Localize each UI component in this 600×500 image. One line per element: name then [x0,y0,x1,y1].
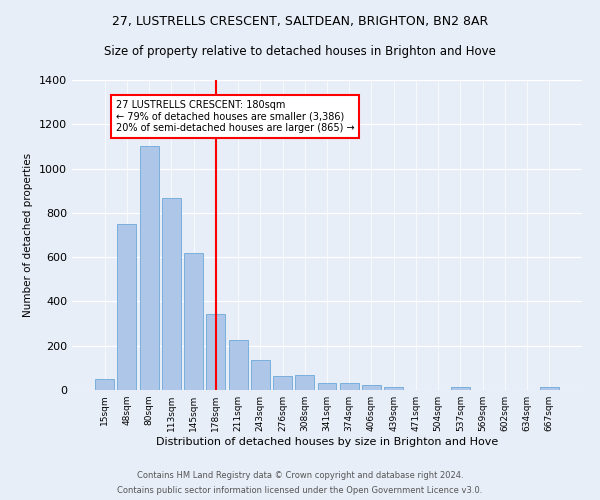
Bar [340,384,359,390]
Bar [95,379,114,390]
Y-axis label: Number of detached properties: Number of detached properties [23,153,34,317]
Bar [451,388,470,390]
Bar [362,385,381,390]
Bar [206,314,225,390]
Text: Size of property relative to detached houses in Brighton and Hove: Size of property relative to detached ho… [104,45,496,58]
Bar [273,376,292,390]
Text: Contains public sector information licensed under the Open Government Licence v3: Contains public sector information licen… [118,486,482,495]
Bar [295,374,314,390]
Bar [118,224,136,390]
Bar [540,388,559,390]
Bar [317,384,337,390]
Bar [251,360,270,390]
X-axis label: Distribution of detached houses by size in Brighton and Hove: Distribution of detached houses by size … [156,437,498,447]
Text: Contains HM Land Registry data © Crown copyright and database right 2024.: Contains HM Land Registry data © Crown c… [137,471,463,480]
Text: 27 LUSTRELLS CRESCENT: 180sqm
← 79% of detached houses are smaller (3,386)
20% o: 27 LUSTRELLS CRESCENT: 180sqm ← 79% of d… [116,100,355,133]
Text: 27, LUSTRELLS CRESCENT, SALTDEAN, BRIGHTON, BN2 8AR: 27, LUSTRELLS CRESCENT, SALTDEAN, BRIGHT… [112,15,488,28]
Bar [229,340,248,390]
Bar [140,146,158,390]
Bar [162,198,181,390]
Bar [184,252,203,390]
Bar [384,388,403,390]
